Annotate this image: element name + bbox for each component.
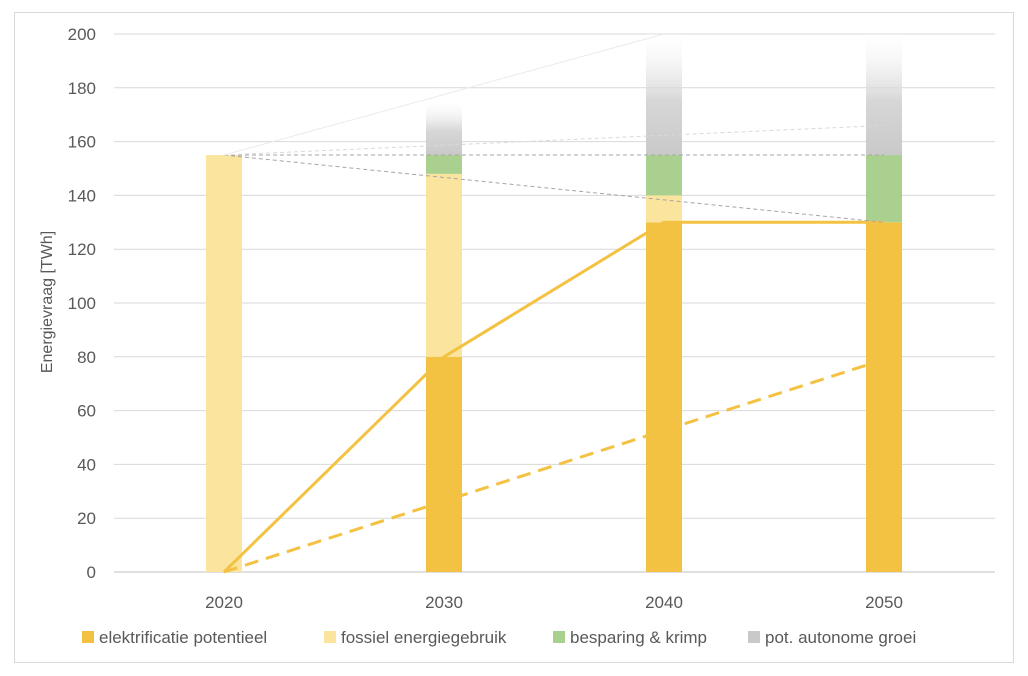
bar-segment <box>426 101 462 156</box>
legend-label: fossiel energiegebruik <box>341 628 507 647</box>
y-tick-label: 140 <box>68 186 96 205</box>
y-tick-label: 60 <box>77 402 96 421</box>
y-tick-label: 180 <box>68 79 96 98</box>
legend-swatch <box>553 631 565 643</box>
y-axis-ticks: 0 20 40 60 80 100 120 140 160 180 200 <box>68 25 96 582</box>
bar-segment <box>646 34 682 156</box>
series-line <box>223 33 665 156</box>
x-tick-label: 2030 <box>425 593 463 612</box>
bar-segment <box>646 222 682 573</box>
x-tick-label: 2020 <box>205 593 243 612</box>
bar-segment <box>866 34 902 156</box>
legend-swatch <box>748 631 760 643</box>
chart-frame <box>14 12 1014 663</box>
bar-segment <box>866 155 902 223</box>
bar-segment <box>206 155 242 573</box>
legend: elektrificatie potentieel fossiel energie… <box>82 628 916 647</box>
gridlines <box>114 33 995 573</box>
bar-segment <box>426 173 462 357</box>
series-line <box>222 220 884 574</box>
legend-label: besparing & krimp <box>570 628 707 647</box>
x-tick-label: 2040 <box>645 593 683 612</box>
y-tick-label: 200 <box>68 25 96 44</box>
bar-segment <box>866 222 902 573</box>
y-tick-label: 80 <box>77 348 96 367</box>
x-tick-label: 2050 <box>865 593 903 612</box>
y-tick-label: 120 <box>68 240 96 259</box>
y-tick-label: 100 <box>68 294 96 313</box>
y-tick-label: 160 <box>68 133 96 152</box>
legend-swatch <box>324 631 336 643</box>
series-line <box>223 154 885 223</box>
series-line <box>223 358 885 574</box>
y-axis-title: Energievraag [TWh] <box>39 231 56 373</box>
bar-segment <box>646 155 682 196</box>
series-line <box>223 124 885 156</box>
bars <box>206 34 902 573</box>
x-axis-ticks: 2020 2030 2040 2050 <box>205 593 903 612</box>
bar-segment <box>426 155 462 174</box>
y-tick-label: 40 <box>77 455 96 474</box>
y-tick-label: 0 <box>87 563 96 582</box>
series-lines <box>222 33 885 574</box>
legend-label: elektrificatie potentieel <box>99 628 267 647</box>
legend-swatch <box>82 631 94 643</box>
bar-segment <box>426 356 462 572</box>
legend-label: pot. autonome groei <box>765 628 916 647</box>
y-tick-label: 20 <box>77 509 96 528</box>
